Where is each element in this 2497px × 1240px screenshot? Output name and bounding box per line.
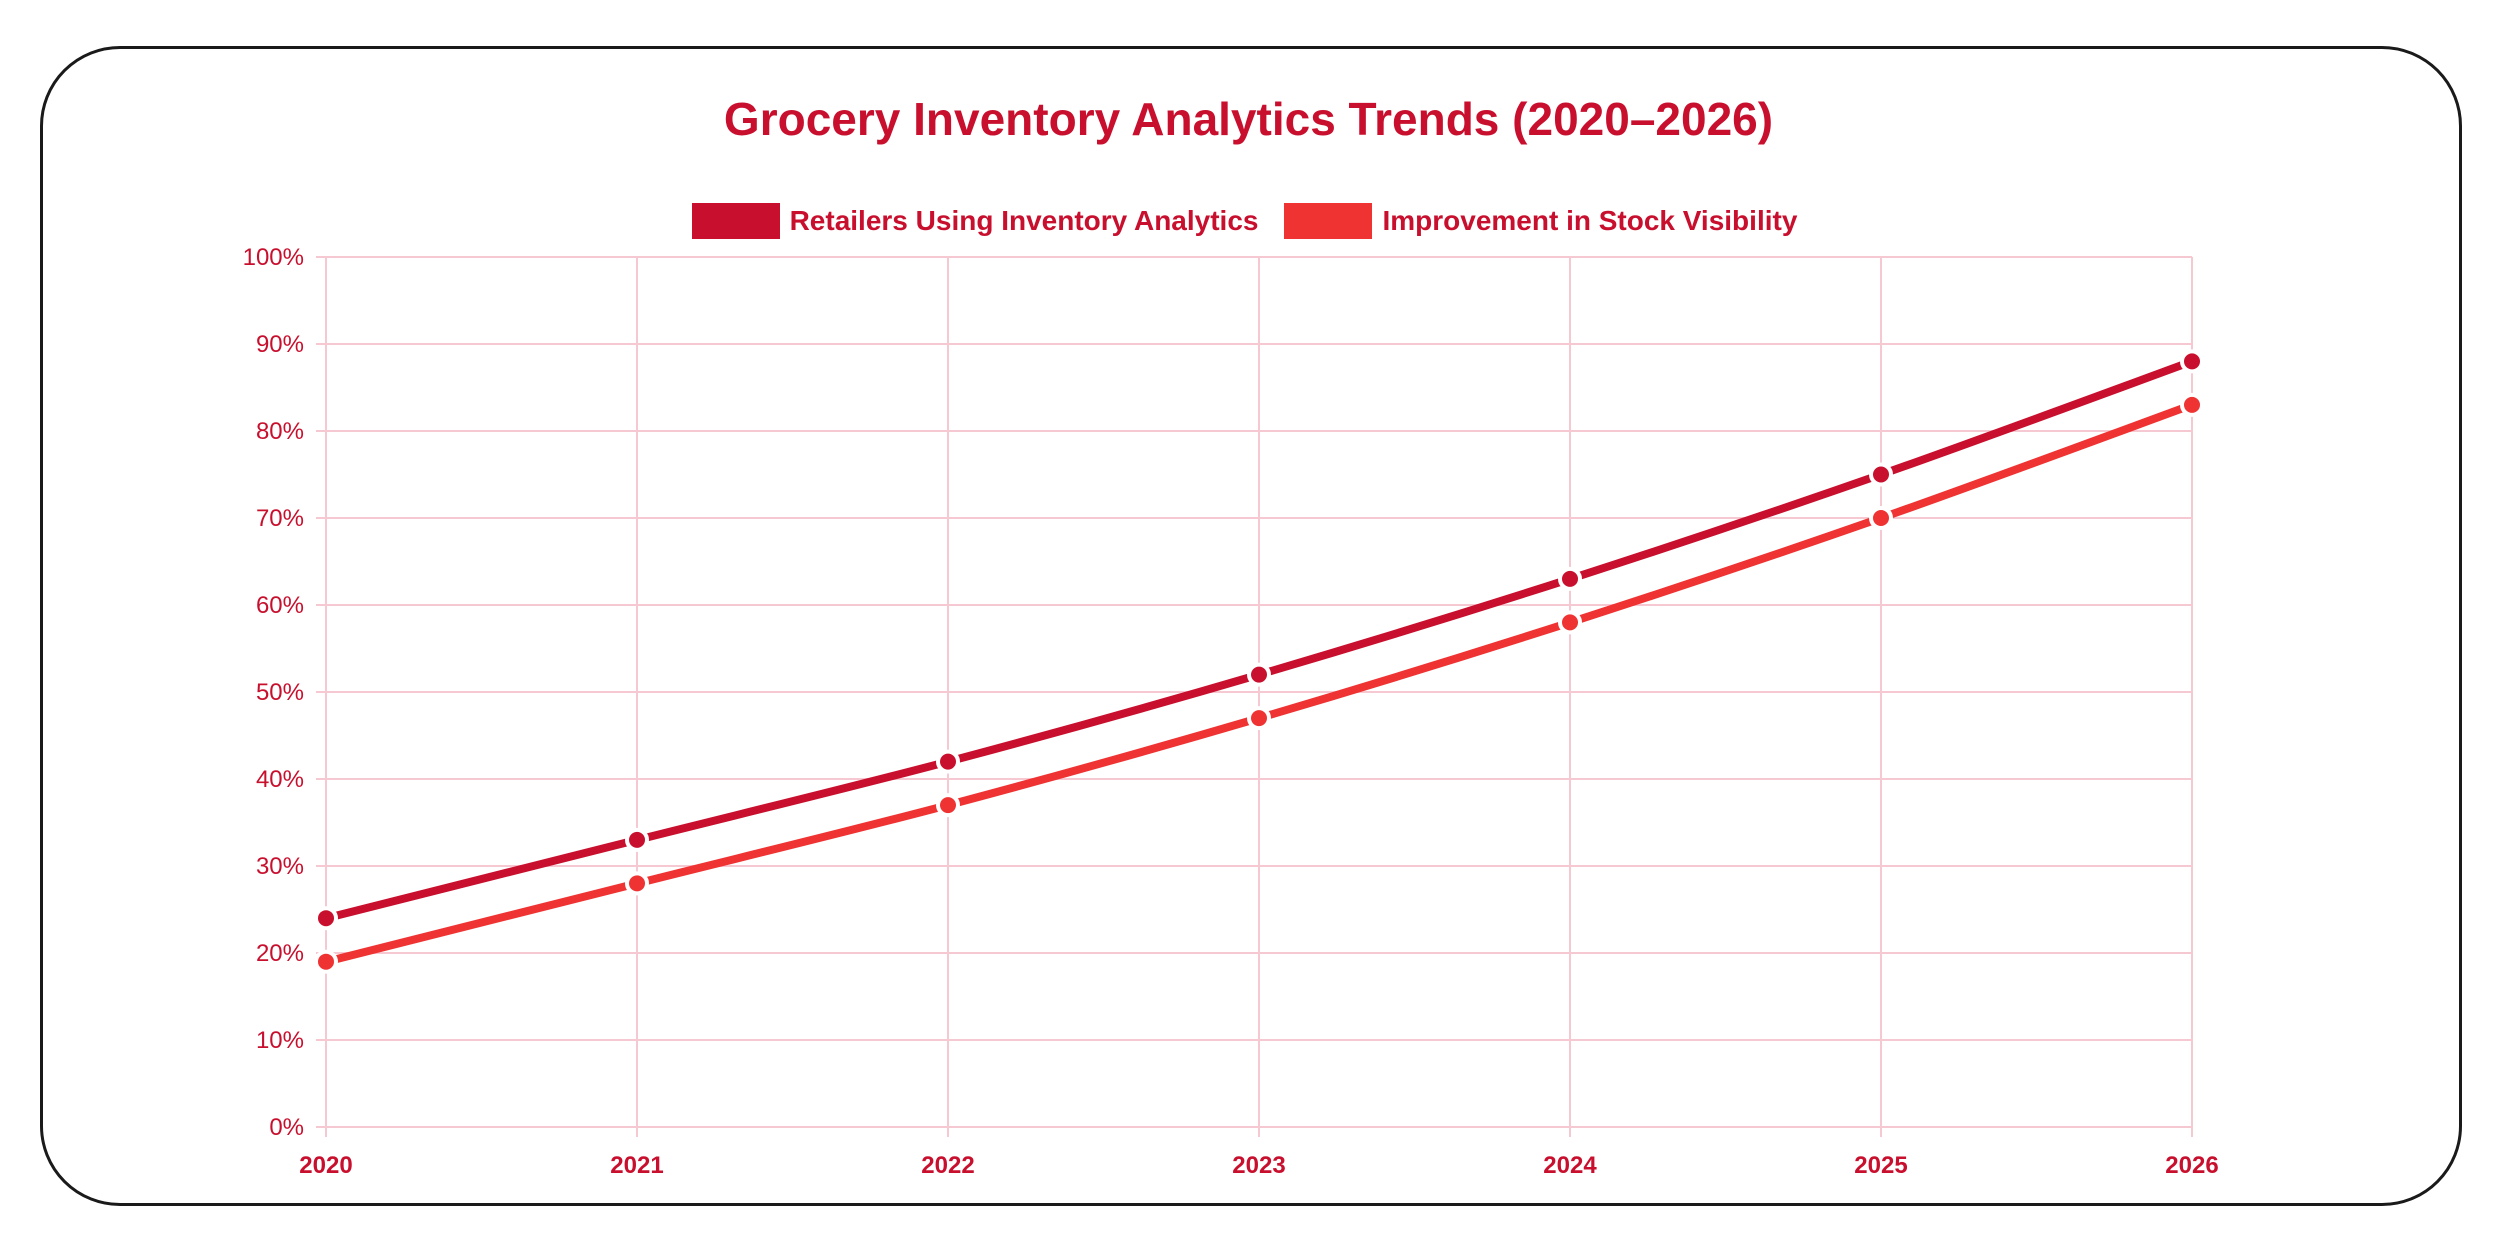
series-point-0 — [1247, 662, 1271, 687]
y-tick-label: 50% — [256, 679, 304, 706]
x-tick-label: 2022 — [921, 1152, 974, 1179]
legend-label-visibility: Improvement in Stock Visibility — [1382, 205, 1798, 236]
y-tick-label: 40% — [256, 766, 304, 793]
x-tick-label: 2021 — [610, 1152, 663, 1179]
y-tick-label: 10% — [256, 1027, 304, 1054]
series-point-1 — [314, 949, 338, 974]
series-point-0 — [2180, 349, 2204, 374]
series-point-0 — [936, 749, 960, 774]
legend-item-retailers[interactable]: Retailers Using Inventory Analytics — [691, 203, 1259, 239]
chart-title: Grocery Inventory Analytics Trends (2020… — [723, 93, 1774, 145]
series-point-1 — [2180, 392, 2204, 417]
x-tick-label: 2026 — [2165, 1152, 2218, 1179]
legend-item-visibility[interactable]: Improvement in Stock Visibility — [1284, 203, 1797, 239]
series-point-1 — [1247, 706, 1271, 731]
chart-card — [40, 46, 2462, 1206]
x-tick-label: 2020 — [299, 1152, 352, 1179]
y-tick-label: 30% — [256, 853, 304, 880]
x-tick-label: 2025 — [1854, 1152, 1907, 1179]
series-point-0 — [1558, 566, 1582, 591]
series-point-1 — [936, 793, 960, 818]
x-tick-label: 2023 — [1232, 1152, 1285, 1179]
series-point-1 — [625, 871, 649, 896]
y-tick-label: 100% — [243, 244, 304, 271]
x-tick-label: 2024 — [1543, 1152, 1597, 1179]
series-point-0 — [314, 906, 338, 931]
legend-swatch-retailers — [691, 203, 780, 239]
y-tick-label: 20% — [256, 940, 304, 967]
series-point-1 — [1869, 506, 1893, 530]
y-tick-label: 70% — [256, 505, 304, 532]
series-point-0 — [625, 827, 649, 852]
legend: Retailers Using Inventory Analytics Impr… — [0, 203, 2497, 239]
series-point-1 — [1558, 610, 1582, 635]
y-tick-label: 0% — [269, 1114, 304, 1141]
legend-swatch-visibility — [1284, 203, 1373, 239]
legend-label-retailers: Retailers Using Inventory Analytics — [789, 205, 1259, 236]
y-tick-label: 80% — [256, 418, 304, 445]
y-tick-label: 90% — [256, 331, 304, 358]
y-tick-label: 60% — [256, 592, 304, 619]
series-point-0 — [1869, 462, 1893, 487]
